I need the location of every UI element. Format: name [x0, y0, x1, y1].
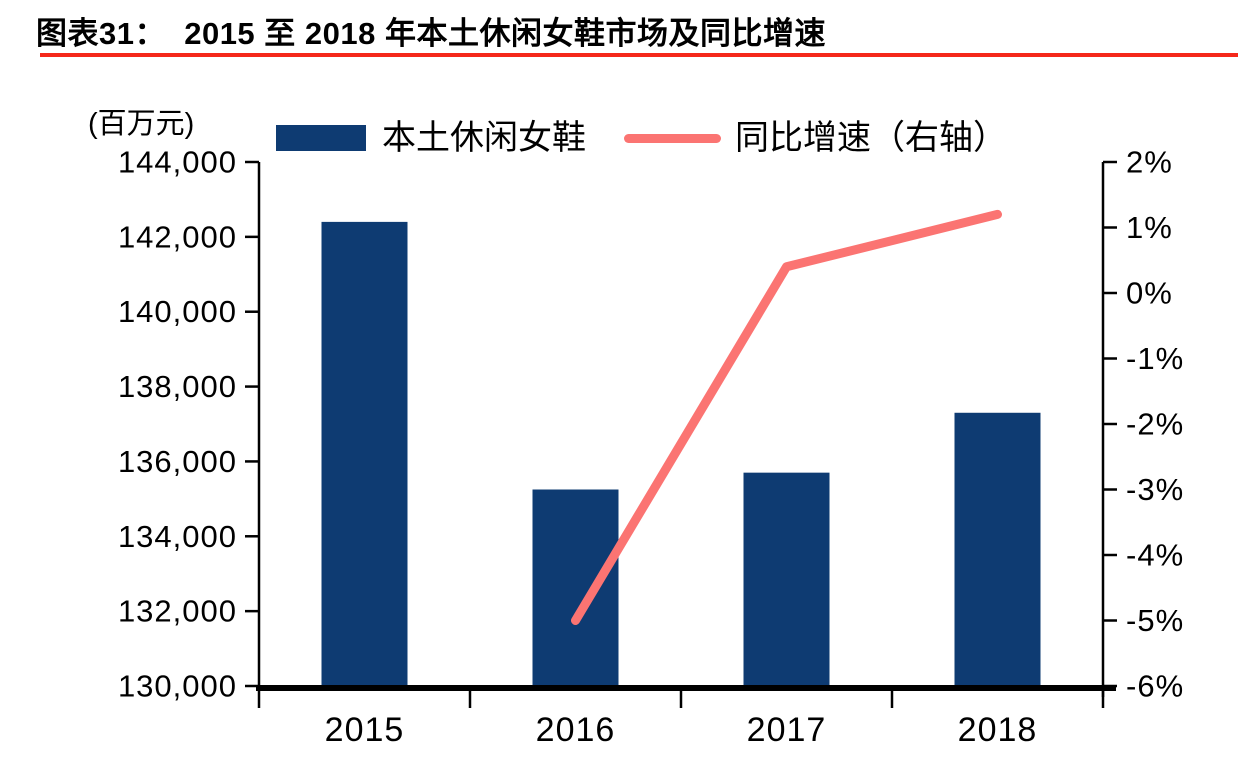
figure-title: 图表31： 2015 至 2018 年本土休闲女鞋市场及同比增速 — [36, 16, 826, 51]
y-axis-left-tick-label: 130,000 — [118, 669, 237, 704]
y-axis-right-tick-label: 0% — [1126, 276, 1173, 311]
y-axis-left-tick-label: 142,000 — [118, 219, 237, 254]
y-axis-left-tick-label: 136,000 — [118, 444, 237, 479]
title-rule — [40, 53, 1238, 57]
y-axis-right-tick-label: -4% — [1126, 538, 1184, 573]
y-axis-right-tick-label: -5% — [1126, 603, 1184, 638]
legend-line-label: 同比增速（右轴） — [735, 119, 1007, 157]
left-axis-unit-label: (百万元) — [88, 108, 195, 140]
y-axis-left-tick-label: 134,000 — [118, 519, 237, 554]
y-axis-right-tick-label: -1% — [1126, 341, 1184, 376]
chart-legend: 本土休闲女鞋 同比增速（右轴） — [276, 119, 1007, 157]
y-axis-left-tick-label: 144,000 — [118, 145, 237, 180]
x-axis-label-2016: 2016 — [536, 711, 616, 749]
y-axis-left-tick-label: 132,000 — [118, 594, 237, 629]
bar-2016 — [532, 489, 619, 686]
bar-2017 — [743, 472, 830, 686]
y-axis-right-tick-label: 1% — [1126, 210, 1173, 245]
y-axis-left-tick-label: 140,000 — [118, 294, 237, 329]
y-axis-right-tick-label: -3% — [1126, 472, 1184, 507]
y-axis-right-tick-label: 2% — [1126, 145, 1173, 180]
y-axis-right-tick-label: -2% — [1126, 407, 1184, 442]
x-axis-label-2018: 2018 — [958, 711, 1038, 749]
growth-line — [571, 209, 1002, 625]
legend-bar-label: 本土休闲女鞋 — [382, 119, 586, 157]
bar-2015 — [321, 221, 408, 686]
y-axis-left-tick-label: 138,000 — [118, 369, 237, 404]
x-axis-label-2017: 2017 — [747, 711, 827, 749]
y-axis-right-tick-label: -6% — [1126, 669, 1184, 704]
bar-2018 — [954, 412, 1041, 686]
legend-bar-swatch — [276, 125, 366, 151]
legend-line-swatch — [624, 133, 721, 143]
x-axis-label-2015: 2015 — [325, 711, 405, 749]
